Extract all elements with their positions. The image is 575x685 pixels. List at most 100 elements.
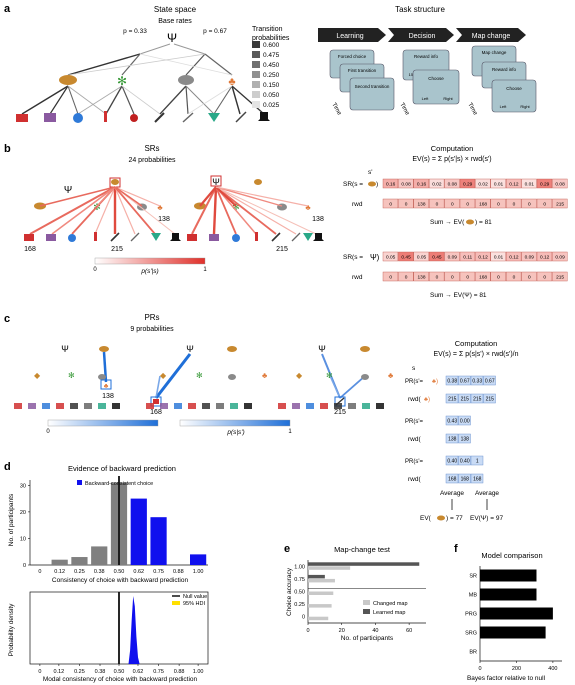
pool-state-icon — [208, 113, 220, 122]
state-icon — [14, 403, 22, 409]
screen-reward-info-label: Reward info — [414, 54, 439, 59]
tophat-icon-2 — [313, 233, 324, 241]
matrix-cell — [490, 251, 506, 262]
matrix-cell — [459, 271, 476, 282]
matrix-cell — [459, 198, 476, 209]
e-legend-changed: Changed map — [373, 601, 408, 607]
matrix-cell-value: 0 — [389, 202, 392, 208]
stone-icon-pr3 — [361, 374, 369, 380]
sum1-end-text: ) = 81 — [475, 219, 492, 226]
matrix-cell — [506, 251, 522, 262]
sr-row1-cells: 0.16 0.08 0.16 0.02 0.08 0.29 0.02 0.01 0.12 0.01… — [382, 178, 568, 189]
tophat-state-icon — [258, 112, 270, 121]
matrix-cell-value: 0 — [543, 202, 546, 208]
pr-cell-value: 138 — [461, 437, 470, 443]
sr-formula: EV(s) = Σ p(s'|s) × rwd(s') — [412, 156, 491, 163]
pr-edge — [155, 375, 161, 399]
mushroom-icon-pr1: ♣ — [104, 383, 109, 390]
state-icon — [146, 403, 154, 409]
pr1-cells: 0.38 0.67 0.33 0.67 — [445, 375, 496, 386]
sr-edge — [114, 186, 143, 207]
thermometer-icon — [94, 232, 97, 241]
matrix-cell — [398, 198, 414, 209]
x-tick-label: 400 — [548, 666, 557, 672]
panel-label-e: e — [284, 543, 290, 555]
mushroom-icon: ♣ — [157, 203, 163, 212]
matrix-cell — [475, 198, 491, 209]
matrix-cell-value: 0 — [513, 202, 516, 208]
legend-swatch — [252, 91, 260, 98]
sr-subtitle: 24 probabilities — [128, 157, 176, 164]
globe-icon-2 — [232, 234, 240, 242]
pr-cell — [483, 393, 496, 404]
mushroom-icon-rwd-label: ♣) — [424, 397, 430, 403]
shell-icon-row — [368, 181, 376, 187]
selected-state-box-2 — [210, 175, 222, 187]
shell-icon-pr1 — [99, 346, 109, 352]
pr-cell — [445, 393, 459, 404]
pool-icon-2 — [303, 233, 313, 241]
x-tick-label: 0.12 — [54, 569, 65, 575]
shell-icon-sum — [466, 219, 474, 225]
p-right-label: p = 0.67 — [203, 28, 227, 35]
pr-cell — [458, 393, 471, 404]
changed-map-bar — [308, 578, 335, 583]
x-tick-label: 0 — [478, 666, 481, 672]
microphone-state-icon — [154, 112, 165, 123]
right-label-2: Right — [520, 104, 530, 109]
d-xlabel2: Modal consistency of choice with backwar… — [43, 676, 198, 683]
pr-cell — [445, 473, 459, 484]
d-ylabel2: Probability density — [8, 603, 15, 656]
x-tick-label: 0.62 — [133, 669, 144, 675]
matrix-cell — [552, 178, 568, 189]
x-tick-label: 0.75 — [153, 669, 164, 675]
y-tick-label: 20 — [20, 510, 26, 516]
screen-reward-info-2-label: Reward info — [492, 67, 517, 72]
matrix-cell — [521, 178, 537, 189]
y-tick-label: 0 — [302, 615, 305, 621]
model-label: MB — [469, 593, 478, 599]
f-title: Model comparison — [481, 551, 542, 560]
shell-state-icon — [59, 75, 77, 85]
matrix-cell-value: 0 — [497, 275, 500, 281]
pr-cell-value: 215 — [448, 397, 457, 403]
legend-swatch — [252, 61, 260, 68]
value-label-168: 168 — [24, 246, 36, 253]
x-tick-label: 0.38 — [94, 569, 105, 575]
state-icon — [320, 403, 328, 409]
matrix-cell-value: 0 — [389, 275, 392, 281]
shell-icon-ev — [437, 515, 445, 521]
pr-cell-value: 168 — [448, 477, 457, 483]
psi-icon: Ψ — [64, 185, 72, 196]
legend-value: 0.050 — [263, 92, 280, 99]
state-icon — [56, 403, 64, 409]
palm-icon-2: ✻ — [232, 202, 240, 212]
matrix-cell-value: 0.05 — [386, 255, 396, 261]
screen-map-change-label: Map change — [482, 50, 507, 55]
matrix-cell — [444, 198, 460, 209]
train-icon — [24, 234, 34, 241]
sr-edge — [199, 186, 217, 207]
phase-decision-label: Decision — [409, 33, 436, 40]
d-ylabel: No. of participants — [8, 493, 15, 546]
matrix-cell-value: 0.08 — [555, 182, 565, 188]
y-tick-label: 0 — [23, 563, 26, 569]
sr-edge — [191, 186, 217, 235]
y-tick-label: 0.75 — [294, 577, 305, 583]
matrix-cell — [429, 178, 445, 189]
legend-value: 0.025 — [263, 102, 280, 109]
e-legend-learned: Learned map — [373, 610, 405, 616]
matrix-cell — [552, 271, 568, 282]
legend-changed-swatch — [363, 600, 370, 605]
globe-state-icon — [73, 113, 83, 123]
pr-colorbar-max: 1 — [288, 429, 292, 435]
state-icon — [42, 403, 50, 409]
matrix-cell — [490, 178, 506, 189]
matrix-cell-value: 0.12 — [478, 255, 488, 261]
phase-map-change — [456, 28, 526, 42]
d-legend-null: Null value — [183, 594, 207, 600]
legend-swatch — [252, 71, 260, 78]
screen-forced-choice-label: Forced choice — [338, 54, 367, 59]
left-label-2: Left — [500, 104, 508, 109]
